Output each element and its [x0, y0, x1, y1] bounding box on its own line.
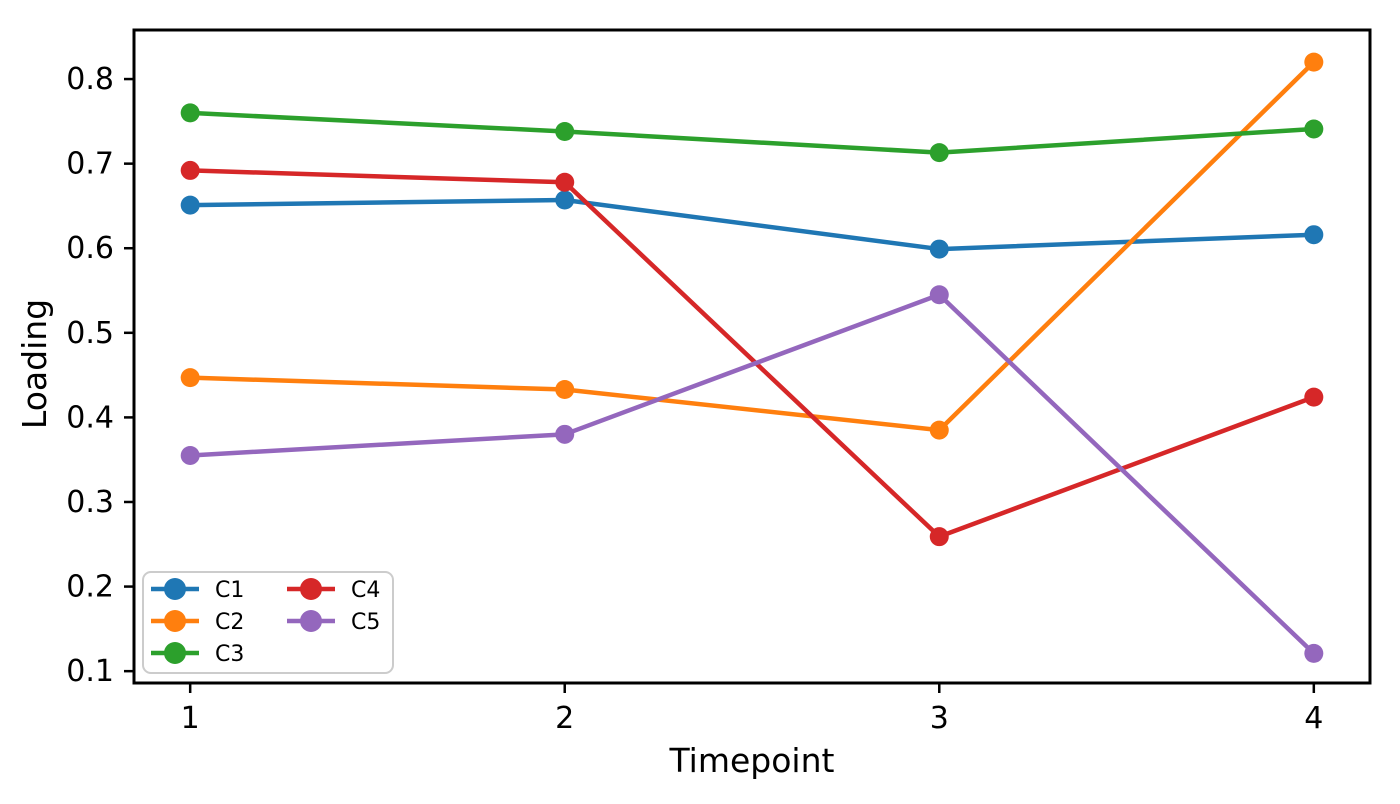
- y-tick-label: 0.4: [66, 400, 114, 435]
- data-point-C3: [1304, 119, 1324, 139]
- x-tick-label: 2: [555, 701, 574, 736]
- series-line-C1: [187, 197, 1317, 252]
- data-point-C3: [180, 103, 200, 123]
- y-tick-label: 0.1: [66, 654, 114, 689]
- data-point-C5: [1304, 643, 1324, 663]
- legend-label-C3: C3: [215, 642, 244, 667]
- plot-layer: 1 2 3 4 0.1 0.2 0.3 0.4 0.5 0.6 0.7 0.8 C1 C2 C3 C4 C5: [66, 28, 1372, 736]
- data-point-C4: [555, 172, 575, 192]
- data-point-C2: [929, 420, 949, 440]
- x-axis-title: Timepoint: [669, 741, 835, 780]
- data-point-C2: [180, 368, 200, 388]
- y-tick-label: 0.7: [66, 147, 114, 182]
- data-point-C2: [1304, 52, 1324, 72]
- y-axis-title: Loading: [15, 299, 54, 429]
- y-tick-label: 0.8: [66, 62, 114, 97]
- legend-label-C4: C4: [351, 578, 380, 603]
- data-point-C1: [555, 190, 575, 210]
- legend-marker-C2: [164, 610, 186, 632]
- data-point-C2: [555, 379, 575, 399]
- plot-border: [132, 28, 1372, 685]
- data-point-C3: [929, 143, 949, 163]
- y-tick-label: 0.5: [66, 316, 114, 351]
- series-line-C3: [187, 110, 1317, 155]
- series-line-C4: [187, 168, 1317, 539]
- legend-marker-C3: [164, 642, 186, 664]
- legend-marker-C5: [300, 610, 322, 632]
- series-line-C2: [187, 59, 1317, 433]
- data-point-C1: [1304, 225, 1324, 245]
- y-tick-label: 0.2: [66, 570, 114, 605]
- data-point-C4: [929, 527, 949, 547]
- data-point-C5: [180, 445, 200, 465]
- legend-label-C1: C1: [215, 578, 244, 603]
- series-line-C5: [187, 292, 1317, 656]
- data-point-C1: [180, 195, 200, 215]
- data-point-C5: [929, 285, 949, 305]
- legend-label-C5: C5: [351, 610, 380, 635]
- x-tick-label: 1: [181, 701, 200, 736]
- legend-box: [142, 571, 394, 674]
- legend-marker-C1: [164, 578, 186, 600]
- data-point-C5: [555, 424, 575, 444]
- y-tick-label: 0.3: [66, 485, 114, 520]
- y-tick-label: 0.6: [66, 231, 114, 266]
- legend-label-C2: C2: [215, 610, 244, 635]
- x-tick-label: 4: [1304, 701, 1323, 736]
- x-tick-label: 3: [930, 701, 949, 736]
- data-point-C1: [929, 239, 949, 259]
- legend-marker-C4: [300, 578, 322, 600]
- data-point-C4: [180, 160, 200, 180]
- data-point-C4: [1304, 387, 1324, 407]
- data-point-C3: [555, 122, 575, 142]
